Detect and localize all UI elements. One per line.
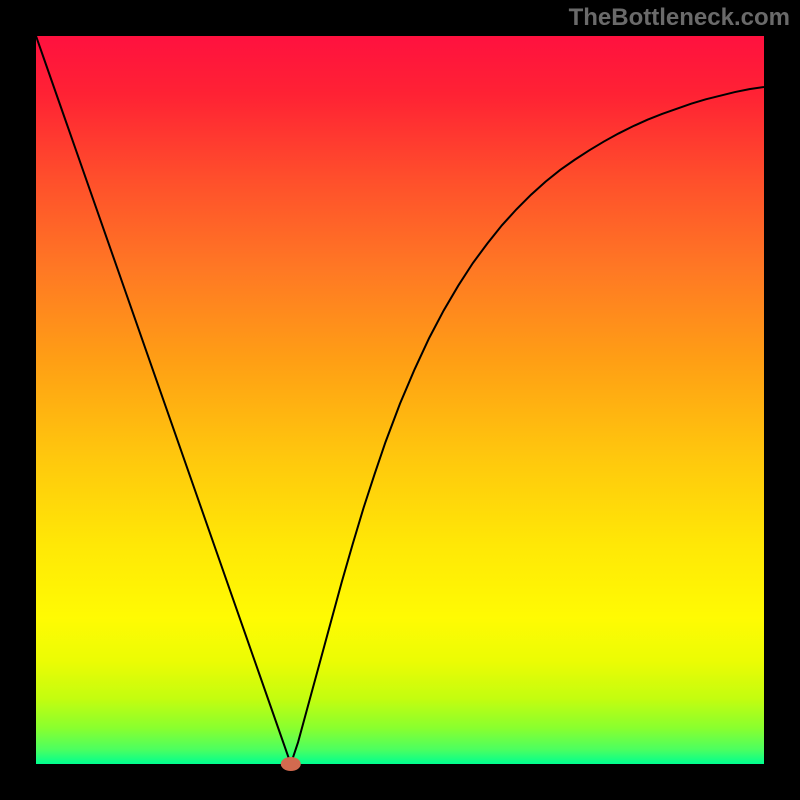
chart-container: TheBottleneck.com bbox=[0, 0, 800, 800]
bottleneck-chart bbox=[0, 0, 800, 800]
chart-gradient-background bbox=[36, 36, 764, 764]
curve-minimum-marker bbox=[281, 757, 301, 771]
watermark-text: TheBottleneck.com bbox=[569, 4, 790, 32]
